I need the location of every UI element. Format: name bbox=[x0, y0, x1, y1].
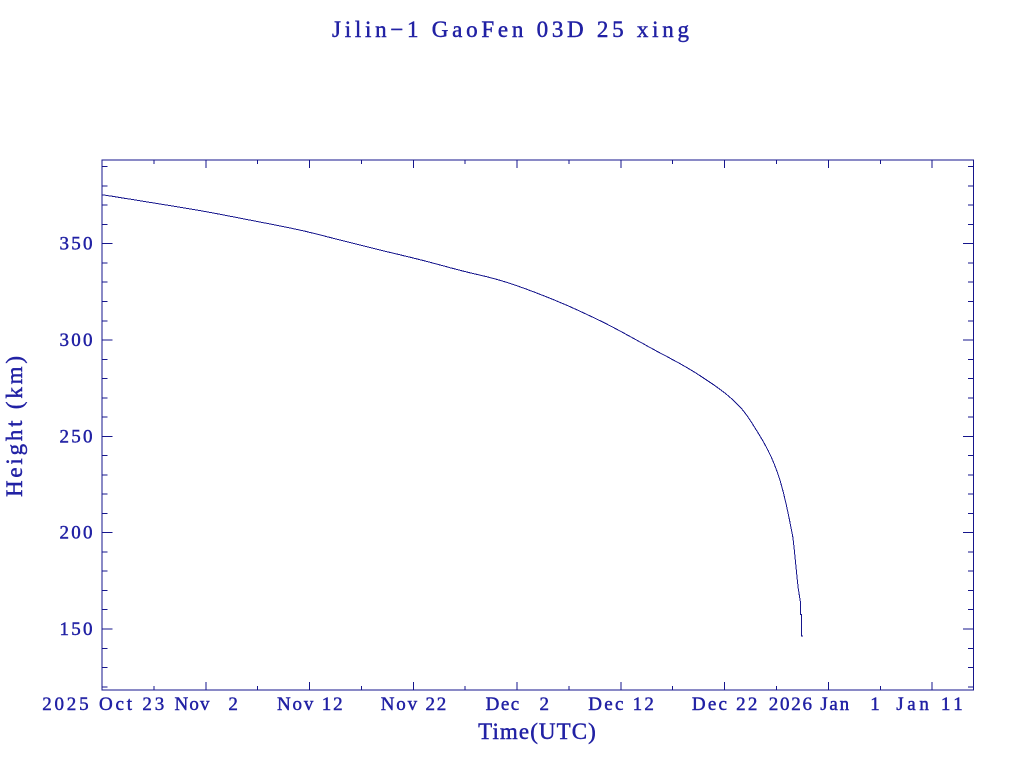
svg-text:350: 350 bbox=[60, 234, 93, 255]
svg-text:300: 300 bbox=[60, 330, 93, 351]
svg-text:Nov 2: Nov 2 bbox=[175, 694, 238, 715]
svg-text:250: 250 bbox=[60, 426, 93, 447]
svg-text:150: 150 bbox=[60, 619, 93, 640]
svg-text:2026 Jan 1: 2026 Jan 1 bbox=[769, 694, 880, 715]
svg-text:Dec 2: Dec 2 bbox=[486, 694, 549, 715]
svg-text:200: 200 bbox=[60, 523, 93, 544]
svg-text:2025 Oct 23: 2025 Oct 23 bbox=[42, 694, 164, 715]
svg-text:Nov 12: Nov 12 bbox=[277, 694, 343, 715]
svg-text:Time(UTC): Time(UTC) bbox=[478, 719, 596, 744]
svg-text:Height (km): Height (km) bbox=[2, 356, 27, 497]
svg-text:Nov 22: Nov 22 bbox=[381, 694, 447, 715]
svg-text:Dec 22: Dec 22 bbox=[692, 694, 758, 715]
svg-text:Dec 12: Dec 12 bbox=[588, 694, 654, 715]
